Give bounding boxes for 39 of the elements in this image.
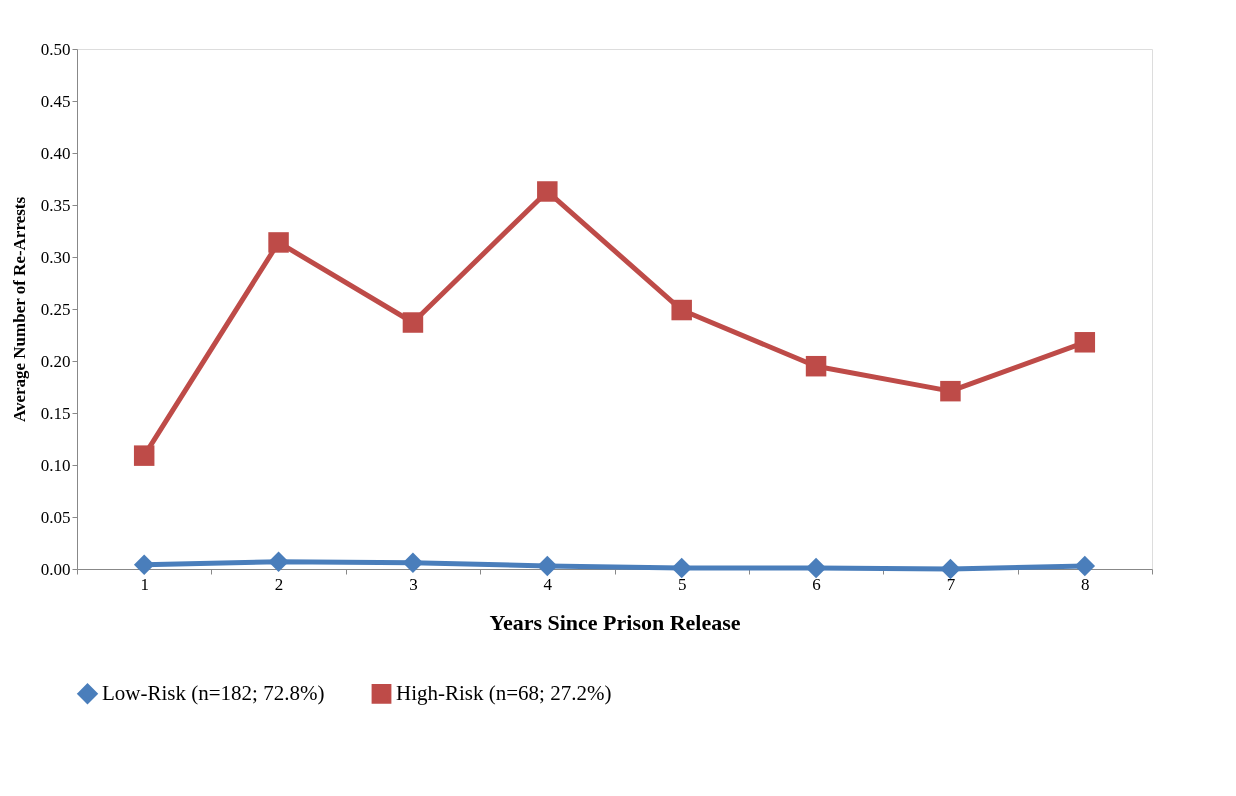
y-tick-label: 0.15	[40, 403, 71, 423]
point	[940, 558, 961, 580]
point	[537, 555, 558, 577]
y-tick-label: 0.50	[40, 39, 71, 59]
x-tick-label: 3	[409, 574, 418, 594]
point	[402, 312, 424, 333]
y-axis-title: Average Number of Re-Arrests	[9, 196, 29, 423]
y-tick-label: 0.20	[40, 351, 71, 371]
legend-label: High-Risk (n=68; 27.2%)	[396, 680, 612, 705]
y-tick-label: 0.25	[40, 299, 71, 319]
y-tick-label: 0.00	[40, 559, 71, 579]
x-tick-label: 2	[274, 574, 284, 594]
y-tick-label: 0.30	[40, 247, 71, 267]
y-tick-label: 0.35	[40, 195, 71, 215]
y-tick-label: 0.40	[40, 143, 71, 163]
point	[537, 181, 558, 202]
point	[133, 445, 155, 466]
x-axis-title: Years Since Prison Release	[489, 609, 741, 635]
point	[671, 299, 692, 321]
y-tick-label: 0.10	[40, 455, 71, 475]
x-tick-label: 8	[1081, 574, 1090, 594]
point	[1074, 332, 1096, 353]
x-tick-label: 7	[946, 574, 956, 594]
y-tick-label: 0.05	[40, 507, 71, 527]
point	[805, 557, 827, 579]
x-tick-label: 4	[543, 574, 553, 594]
x-tick-label: 6	[812, 574, 821, 594]
point	[1074, 555, 1096, 577]
point	[268, 551, 289, 572]
y-tick-label: 0.45	[40, 91, 71, 111]
x-tick-label: 1	[140, 574, 149, 594]
point	[402, 552, 424, 574]
point	[268, 232, 289, 253]
legend-label: Low-Risk (n=182; 72.8%)	[102, 680, 325, 705]
point	[133, 554, 155, 576]
point	[940, 380, 961, 402]
x-tick-label: 5	[677, 574, 687, 594]
point	[671, 557, 692, 579]
point	[805, 355, 827, 377]
